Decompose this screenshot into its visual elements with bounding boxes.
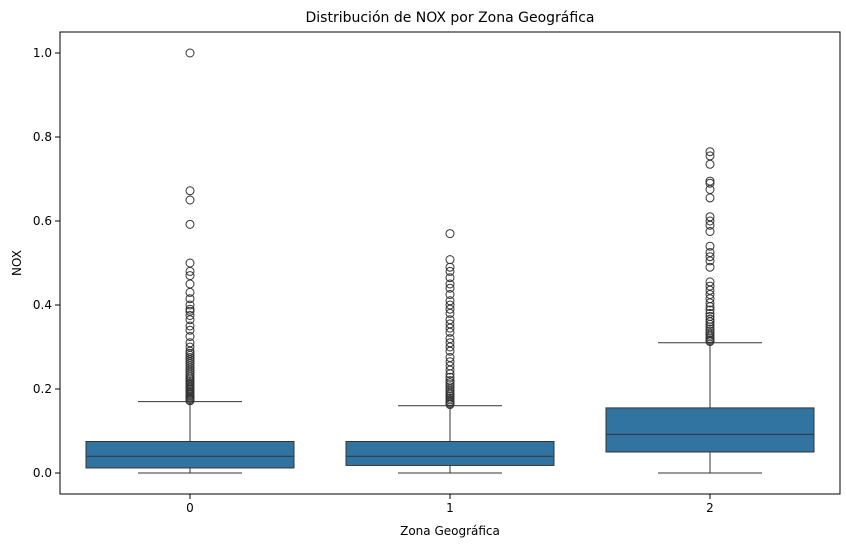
x-axis-label: Zona Geográfica: [400, 524, 500, 538]
outlier-point: [185, 342, 195, 352]
outlier-point: [185, 279, 195, 289]
outlier-point: [705, 216, 715, 226]
outlier-point: [445, 255, 455, 265]
outlier-point: [445, 300, 455, 310]
outlier-point: [445, 273, 455, 283]
outlier-point: [705, 262, 715, 272]
outlier-point: [185, 195, 195, 205]
outlier-point: [185, 219, 195, 229]
outlier-point: [445, 376, 455, 386]
outlier-point: [445, 353, 455, 362]
outlier-point: [705, 305, 715, 315]
y-tick-label: 0.6: [33, 214, 52, 228]
outlier-point: [185, 300, 195, 310]
y-tick-label: 0.8: [33, 130, 52, 144]
y-tick-label: 0.0: [33, 466, 52, 480]
outlier-point: [185, 271, 195, 281]
outlier-point: [705, 314, 715, 324]
x-tick-label: 1: [446, 501, 454, 515]
outlier-point: [185, 258, 195, 268]
outlier-point: [705, 159, 715, 169]
outlier-point: [445, 357, 455, 367]
outlier-point: [705, 277, 715, 287]
outlier-point: [445, 319, 455, 329]
outlier-point: [185, 48, 195, 58]
outlier-point: [445, 372, 455, 382]
x-axis: 0 1 2: [186, 494, 714, 515]
outlier-point: [185, 332, 195, 341]
y-tick-label: 0.4: [33, 298, 52, 312]
y-tick-label: 0.2: [33, 382, 52, 396]
outlier-point: [445, 266, 455, 276]
outlier-point: [705, 248, 715, 257]
x-tick-label: 0: [186, 501, 194, 515]
box-group-0: [85, 48, 295, 474]
outlier-point: [705, 281, 715, 291]
outlier-point: [445, 378, 455, 388]
outlier-point: [705, 252, 715, 262]
outlier-point: [185, 321, 195, 331]
outlier-point: [185, 348, 195, 358]
outlier-point: [185, 304, 195, 314]
outlier-point: [705, 241, 715, 251]
outlier-point: [445, 315, 455, 325]
box-iqr: [85, 441, 295, 469]
x-tick-label: 2: [706, 501, 714, 515]
plot-layer: [85, 48, 815, 474]
box-iqr: [605, 407, 815, 453]
outlier-point: [705, 324, 715, 334]
outlier-point: [705, 178, 715, 188]
outlier-point: [185, 325, 195, 335]
outlier-point: [705, 212, 715, 222]
y-axis-label: NOX: [10, 250, 24, 276]
box-group-2: [605, 147, 815, 474]
chart-title: Distribución de NOX por Zona Geográfica: [306, 10, 595, 26]
outlier-point: [445, 290, 455, 299]
outlier-point: [705, 311, 715, 321]
outlier-point: [705, 193, 715, 203]
outlier-point: [705, 328, 715, 338]
outlier-point: [705, 176, 715, 186]
box-iqr: [345, 441, 555, 466]
outlier-point: [185, 306, 195, 316]
outlier-point: [705, 308, 715, 318]
box-group-1: [345, 229, 555, 474]
outlier-point: [705, 147, 715, 157]
outlier-point: [185, 294, 195, 304]
outlier-point: [445, 296, 455, 306]
outlier-point: [445, 279, 455, 289]
outlier-point: [705, 326, 715, 336]
outlier-point: [185, 353, 195, 362]
outlier-point: [185, 311, 195, 320]
outlier-point: [445, 229, 455, 239]
outlier-point: [445, 382, 455, 392]
outlier-point: [445, 283, 455, 293]
y-tick-label: 1.0: [33, 46, 52, 60]
outlier-point: [185, 338, 195, 348]
outlier-point: [445, 334, 455, 344]
y-axis: 0.0 0.2 0.4 0.6 0.8 1.0: [33, 46, 60, 480]
outlier-point: [445, 338, 455, 348]
outlier-point: [705, 227, 715, 236]
outlier-point: [185, 186, 195, 196]
outlier-point: [705, 151, 715, 161]
